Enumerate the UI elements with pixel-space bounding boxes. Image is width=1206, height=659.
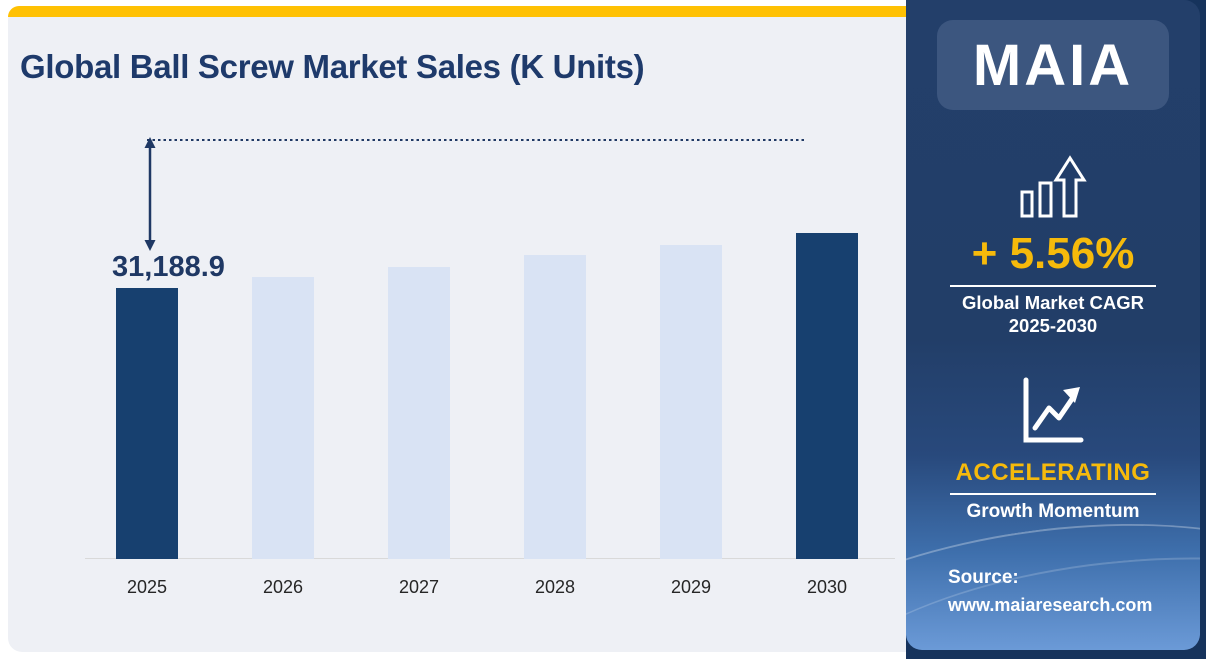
divider — [950, 493, 1156, 496]
bar-column-2029: 2029 — [660, 245, 722, 598]
bar-chart-up-arrow-icon — [1019, 155, 1087, 219]
source-url: www.maiaresearch.com — [948, 595, 1153, 616]
bar-column-2025: 2025 — [116, 288, 178, 598]
x-tick-label: 2027 — [398, 577, 440, 597]
chart-title: Global Ball Screw Market Sales (K Units) — [20, 48, 645, 85]
cagr-label-line1: Global Market CAGR — [962, 292, 1144, 313]
arrowhead-up-icon — [144, 137, 156, 148]
bar-rect-2026 — [252, 277, 314, 559]
brand-logo: MAIA — [937, 20, 1169, 110]
bar-column-2026: 2026 — [252, 277, 314, 598]
bar-value-label: 31,188.9 — [112, 251, 225, 283]
bar-column-2027: 2027 — [388, 267, 450, 598]
line-chart-growth-icon — [1022, 377, 1084, 445]
bar-column-2030: 2030 — [796, 233, 858, 598]
cagr-value: + 5.56% — [971, 229, 1135, 278]
divider — [950, 285, 1156, 287]
sidebar-panel: MAIA + 5.56% Global Market CAGR 2025-203… — [906, 0, 1200, 650]
x-tick-label: 2030 — [806, 577, 848, 597]
bars: 2025 2026 2027 2028 2029 2030 — [116, 233, 858, 598]
bar-column-2028: 2028 — [524, 255, 586, 598]
x-tick-label: 2028 — [534, 577, 576, 597]
accent-bar — [8, 6, 906, 17]
bar-rect-2028 — [524, 255, 586, 559]
bar-rect-2030 — [796, 233, 858, 559]
chart-card: Global Ball Screw Market Sales (K Units)… — [8, 6, 906, 652]
x-tick-label: 2029 — [670, 577, 712, 597]
cagr-label-line2: 2025-2030 — [1008, 314, 1098, 336]
x-axis-line — [85, 558, 895, 559]
cagr-label: Global Market CAGR 2025-2030 — [962, 292, 1144, 337]
source-label: Source: — [948, 567, 1019, 589]
momentum-value: ACCELERATING — [955, 459, 1151, 487]
bar-rect-2027 — [388, 267, 450, 559]
source-block: Source: www.maiaresearch.com — [948, 567, 1152, 616]
x-tick-label: 2026 — [262, 577, 304, 597]
sidebar: MAIA + 5.56% Global Market CAGR 2025-203… — [906, 0, 1206, 659]
bar-rect-2029 — [660, 245, 722, 559]
bar-rect-2025 — [116, 288, 178, 559]
x-tick-label: 2025 — [126, 577, 168, 597]
momentum-label: Growth Momentum — [966, 501, 1140, 523]
